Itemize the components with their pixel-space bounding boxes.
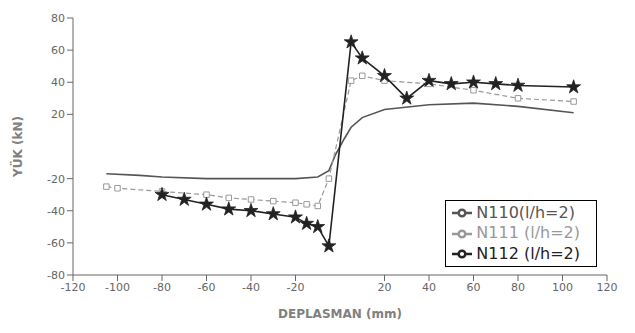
svg-text:DEPLASMAN (mm): DEPLASMAN (mm): [278, 307, 402, 321]
html-text:N110(l/h=2): N110(l/h=2): [476, 202, 575, 222]
svg-text:YÜK (kN): YÜK (kN): [10, 116, 25, 178]
svg-text:-100: -100: [105, 281, 130, 294]
svg-text:-80: -80: [153, 281, 171, 294]
svg-text:20: 20: [51, 108, 65, 121]
svg-text:60: 60: [467, 281, 481, 294]
svg-text:-40: -40: [242, 281, 260, 294]
svg-text:120: 120: [597, 281, 618, 294]
svg-text:-40: -40: [47, 205, 65, 218]
svg-text:100: 100: [552, 281, 573, 294]
html-text:N111 (l/h=2): N111 (l/h=2): [476, 223, 580, 242]
svg-text:40: 40: [51, 76, 65, 89]
svg-text:80: 80: [511, 281, 525, 294]
svg-text:-20: -20: [47, 173, 65, 186]
svg-text:-60: -60: [47, 237, 65, 250]
svg-text:-120: -120: [61, 281, 86, 294]
svg-text:80: 80: [51, 12, 65, 25]
html-text:N112 (l/h=2): N112 (l/h=2): [476, 243, 580, 263]
svg-text:60: 60: [51, 44, 65, 57]
svg-text:20: 20: [378, 281, 392, 294]
svg-text:40: 40: [422, 281, 436, 294]
svg-text:-20: -20: [287, 281, 305, 294]
svg-text:-60: -60: [198, 281, 216, 294]
svg-text:-80: -80: [47, 269, 65, 282]
